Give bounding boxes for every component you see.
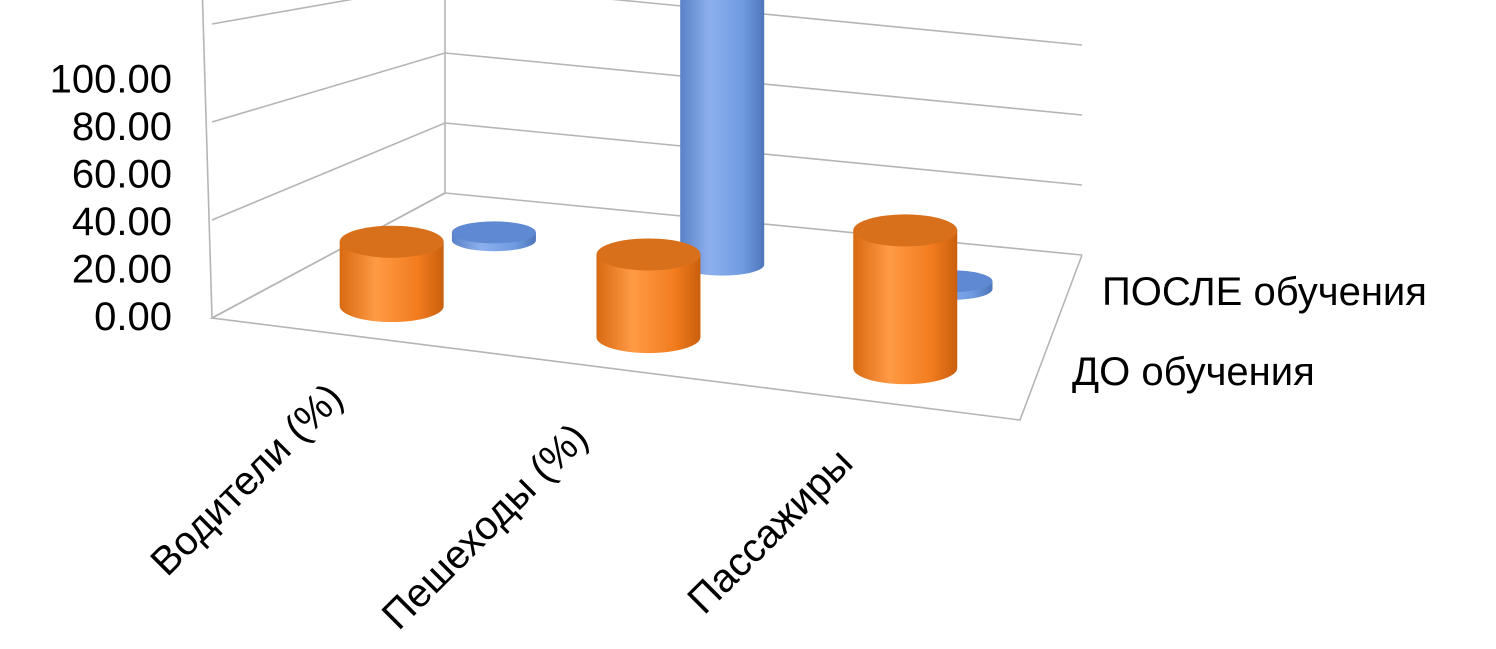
cylinder-bar (451, 221, 536, 252)
cylinder-body (596, 254, 701, 354)
cylinder-bar (339, 225, 444, 323)
x-category-label: Пассажиры (679, 440, 861, 622)
floor-outline (209, 192, 1083, 421)
cylinder-top (339, 225, 444, 258)
cylinder-bar (596, 238, 701, 354)
y-tick-label: 100.00 (50, 58, 172, 102)
y-tick-label: 60.00 (72, 153, 172, 197)
cylinder-body (339, 241, 444, 323)
y-tick-label: 20.00 (72, 248, 172, 292)
cylinder-top (853, 214, 958, 247)
gridline-side (211, 122, 446, 221)
x-category-label: Пешеходы (%) (374, 415, 597, 638)
axis-vertical-front (201, 0, 213, 319)
series-depth-label: ПОСЛЕ обучения (1102, 270, 1427, 314)
series-depth-label: ДО обучения (1072, 350, 1315, 394)
cylinder-body (853, 230, 958, 385)
y-tick-label: 80.00 (72, 105, 172, 149)
cylinder-body (680, 0, 765, 276)
x-category-label: Водители (%) (142, 375, 351, 584)
cylinder-top (451, 221, 536, 244)
y-tick-label: 40.00 (72, 200, 172, 244)
gridline-side (211, 52, 446, 123)
cylinder-bar (853, 214, 958, 385)
gridline-side (211, 0, 354, 25)
cylinder-bar (680, 0, 765, 276)
y-tick-label: 0.00 (94, 295, 172, 339)
cylinder-top (596, 238, 701, 271)
